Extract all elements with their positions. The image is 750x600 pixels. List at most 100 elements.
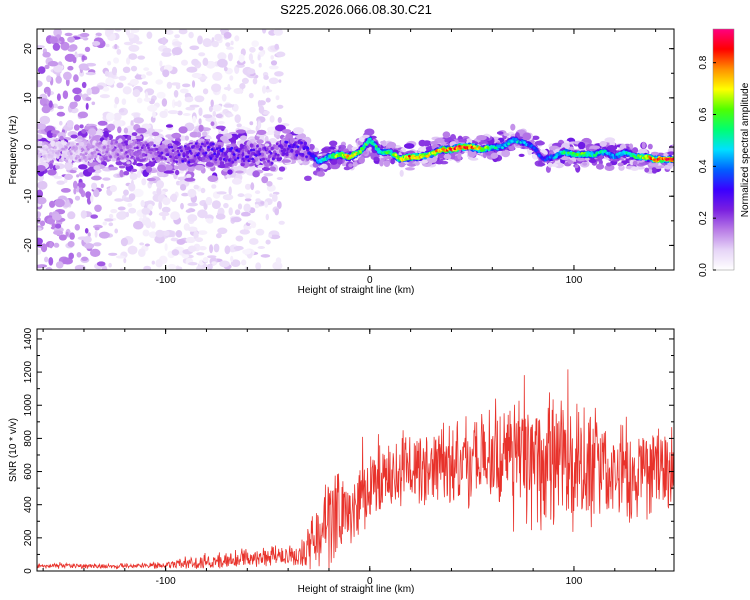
spectrogram-cell	[231, 160, 235, 164]
spectrogram-cell	[49, 200, 56, 208]
spectrogram-cell	[285, 152, 289, 157]
spectrogram-cell	[359, 150, 362, 153]
spectrogram-cell	[113, 103, 117, 109]
spectrogram-cell	[267, 159, 270, 163]
spectrogram-cell	[68, 252, 74, 260]
spectrogram-cell	[216, 150, 220, 153]
spectrogram-cell	[211, 83, 222, 93]
spectrogram-cell	[123, 171, 130, 176]
spectrogram-cell	[63, 71, 72, 81]
spectrogram-cell	[403, 143, 415, 149]
spectrogram-cell	[437, 153, 446, 159]
spectrogram-cell	[141, 178, 147, 186]
spectrogram-cell	[115, 160, 123, 166]
spectrogram-cell	[211, 40, 219, 48]
spectrogram-cell	[650, 151, 660, 156]
spectrogram-cell	[202, 114, 213, 119]
spectrogram-cell	[72, 56, 77, 64]
spectrogram-cell	[235, 235, 244, 242]
spectrogram-cell	[292, 143, 296, 147]
spectrogram-cell	[518, 153, 525, 157]
spectrogram-cell	[39, 220, 46, 227]
spectrogram-cell	[291, 145, 295, 149]
y-tick-label: -10	[23, 189, 34, 204]
spectrogram-cell	[103, 130, 109, 138]
spectrogram-cell	[45, 148, 49, 152]
spectrogram-cell	[171, 155, 175, 160]
spectrogram-cell	[37, 180, 48, 190]
spectrogram-cell	[173, 101, 179, 107]
spectrogram-cell	[173, 140, 180, 145]
spectrogram-cell	[582, 162, 588, 166]
spectrogram-cell	[241, 211, 251, 217]
spectrogram-cell	[275, 95, 280, 101]
spectrogram-cell	[274, 124, 286, 132]
spectrogram-cell	[141, 123, 151, 130]
spectrogram-cell	[241, 77, 249, 84]
spectrogram-cell	[141, 207, 151, 215]
spectrogram-cell	[236, 123, 242, 128]
spectrogram-cell	[171, 133, 181, 138]
spectrogram-cell	[69, 155, 74, 160]
spectrogram-cell	[171, 99, 176, 108]
spectrogram-cell	[501, 146, 504, 150]
spectrogram-cell	[67, 48, 76, 52]
spectrogram-cell	[94, 204, 102, 212]
spectrogram-cell	[37, 45, 45, 49]
spectrogram-cell	[125, 211, 130, 218]
spectrogram-cell	[260, 254, 271, 258]
spectrogram-cell	[143, 147, 147, 152]
spectrogram-cell	[130, 120, 134, 127]
spectrogram-cell	[457, 147, 460, 150]
spectrogram-cell	[94, 155, 98, 159]
spectrogram-cell	[158, 200, 163, 210]
spectrogram-cell	[177, 110, 183, 116]
spectrogram-cell	[251, 157, 255, 161]
spectrogram-cell	[465, 138, 473, 145]
spectrogram-cell	[476, 135, 487, 141]
colorbar-gradient	[713, 29, 734, 270]
spectrogram-cell	[196, 132, 202, 138]
colorbar: 0.00.20.40.60.8 Normalized spectral ampl…	[698, 28, 750, 277]
spectrogram-cell	[358, 156, 366, 164]
spectrogram-cell	[70, 134, 78, 139]
spectrogram-cell	[67, 211, 76, 220]
spectrogram-cell	[128, 207, 137, 214]
spectrogram-cell	[55, 165, 60, 170]
spectrogram-cell	[46, 150, 50, 154]
spectrogram-cell	[108, 222, 114, 227]
figure-title: S225.2026.066.08.30.C21	[280, 2, 432, 17]
spectrogram-cell	[260, 152, 265, 157]
spectrogram-cell	[229, 75, 234, 81]
spectrogram-cell	[157, 146, 162, 151]
spectrogram-cell	[128, 44, 140, 52]
spectrogram-cell	[120, 148, 123, 152]
spectrogram-cell	[221, 93, 227, 102]
spectrogram-cell	[209, 157, 213, 160]
spectrogram-cell	[220, 135, 228, 141]
spectrogram-cell	[273, 154, 276, 158]
spectrogram-cell	[94, 230, 98, 238]
spectrogram-cell	[123, 258, 127, 264]
spectrogram-cell	[225, 155, 229, 160]
spectrogram-cell	[261, 176, 269, 184]
spectrogram-cell	[171, 249, 180, 256]
spectrogram-cell	[510, 140, 514, 143]
spectrogram-cell	[72, 167, 78, 171]
spectrogram-cell	[177, 153, 181, 157]
spectrogram-cell	[200, 187, 206, 194]
spectrogram-cell	[58, 158, 62, 162]
spectrogram-cell	[241, 259, 247, 266]
spectrogram-cell	[131, 132, 138, 137]
spectrogram-cell	[143, 145, 147, 149]
spectrogram-cell	[263, 173, 274, 177]
spectrogram-cell	[118, 75, 127, 81]
spectrogram-cell	[374, 145, 378, 148]
spectrogram-cell	[458, 138, 467, 143]
spectrogram-cell	[55, 261, 64, 269]
spectrogram-cell	[266, 181, 273, 187]
spectrogram-cell	[126, 155, 129, 158]
spectrogram-cell	[54, 198, 65, 208]
spectrogram-cell	[54, 146, 57, 150]
